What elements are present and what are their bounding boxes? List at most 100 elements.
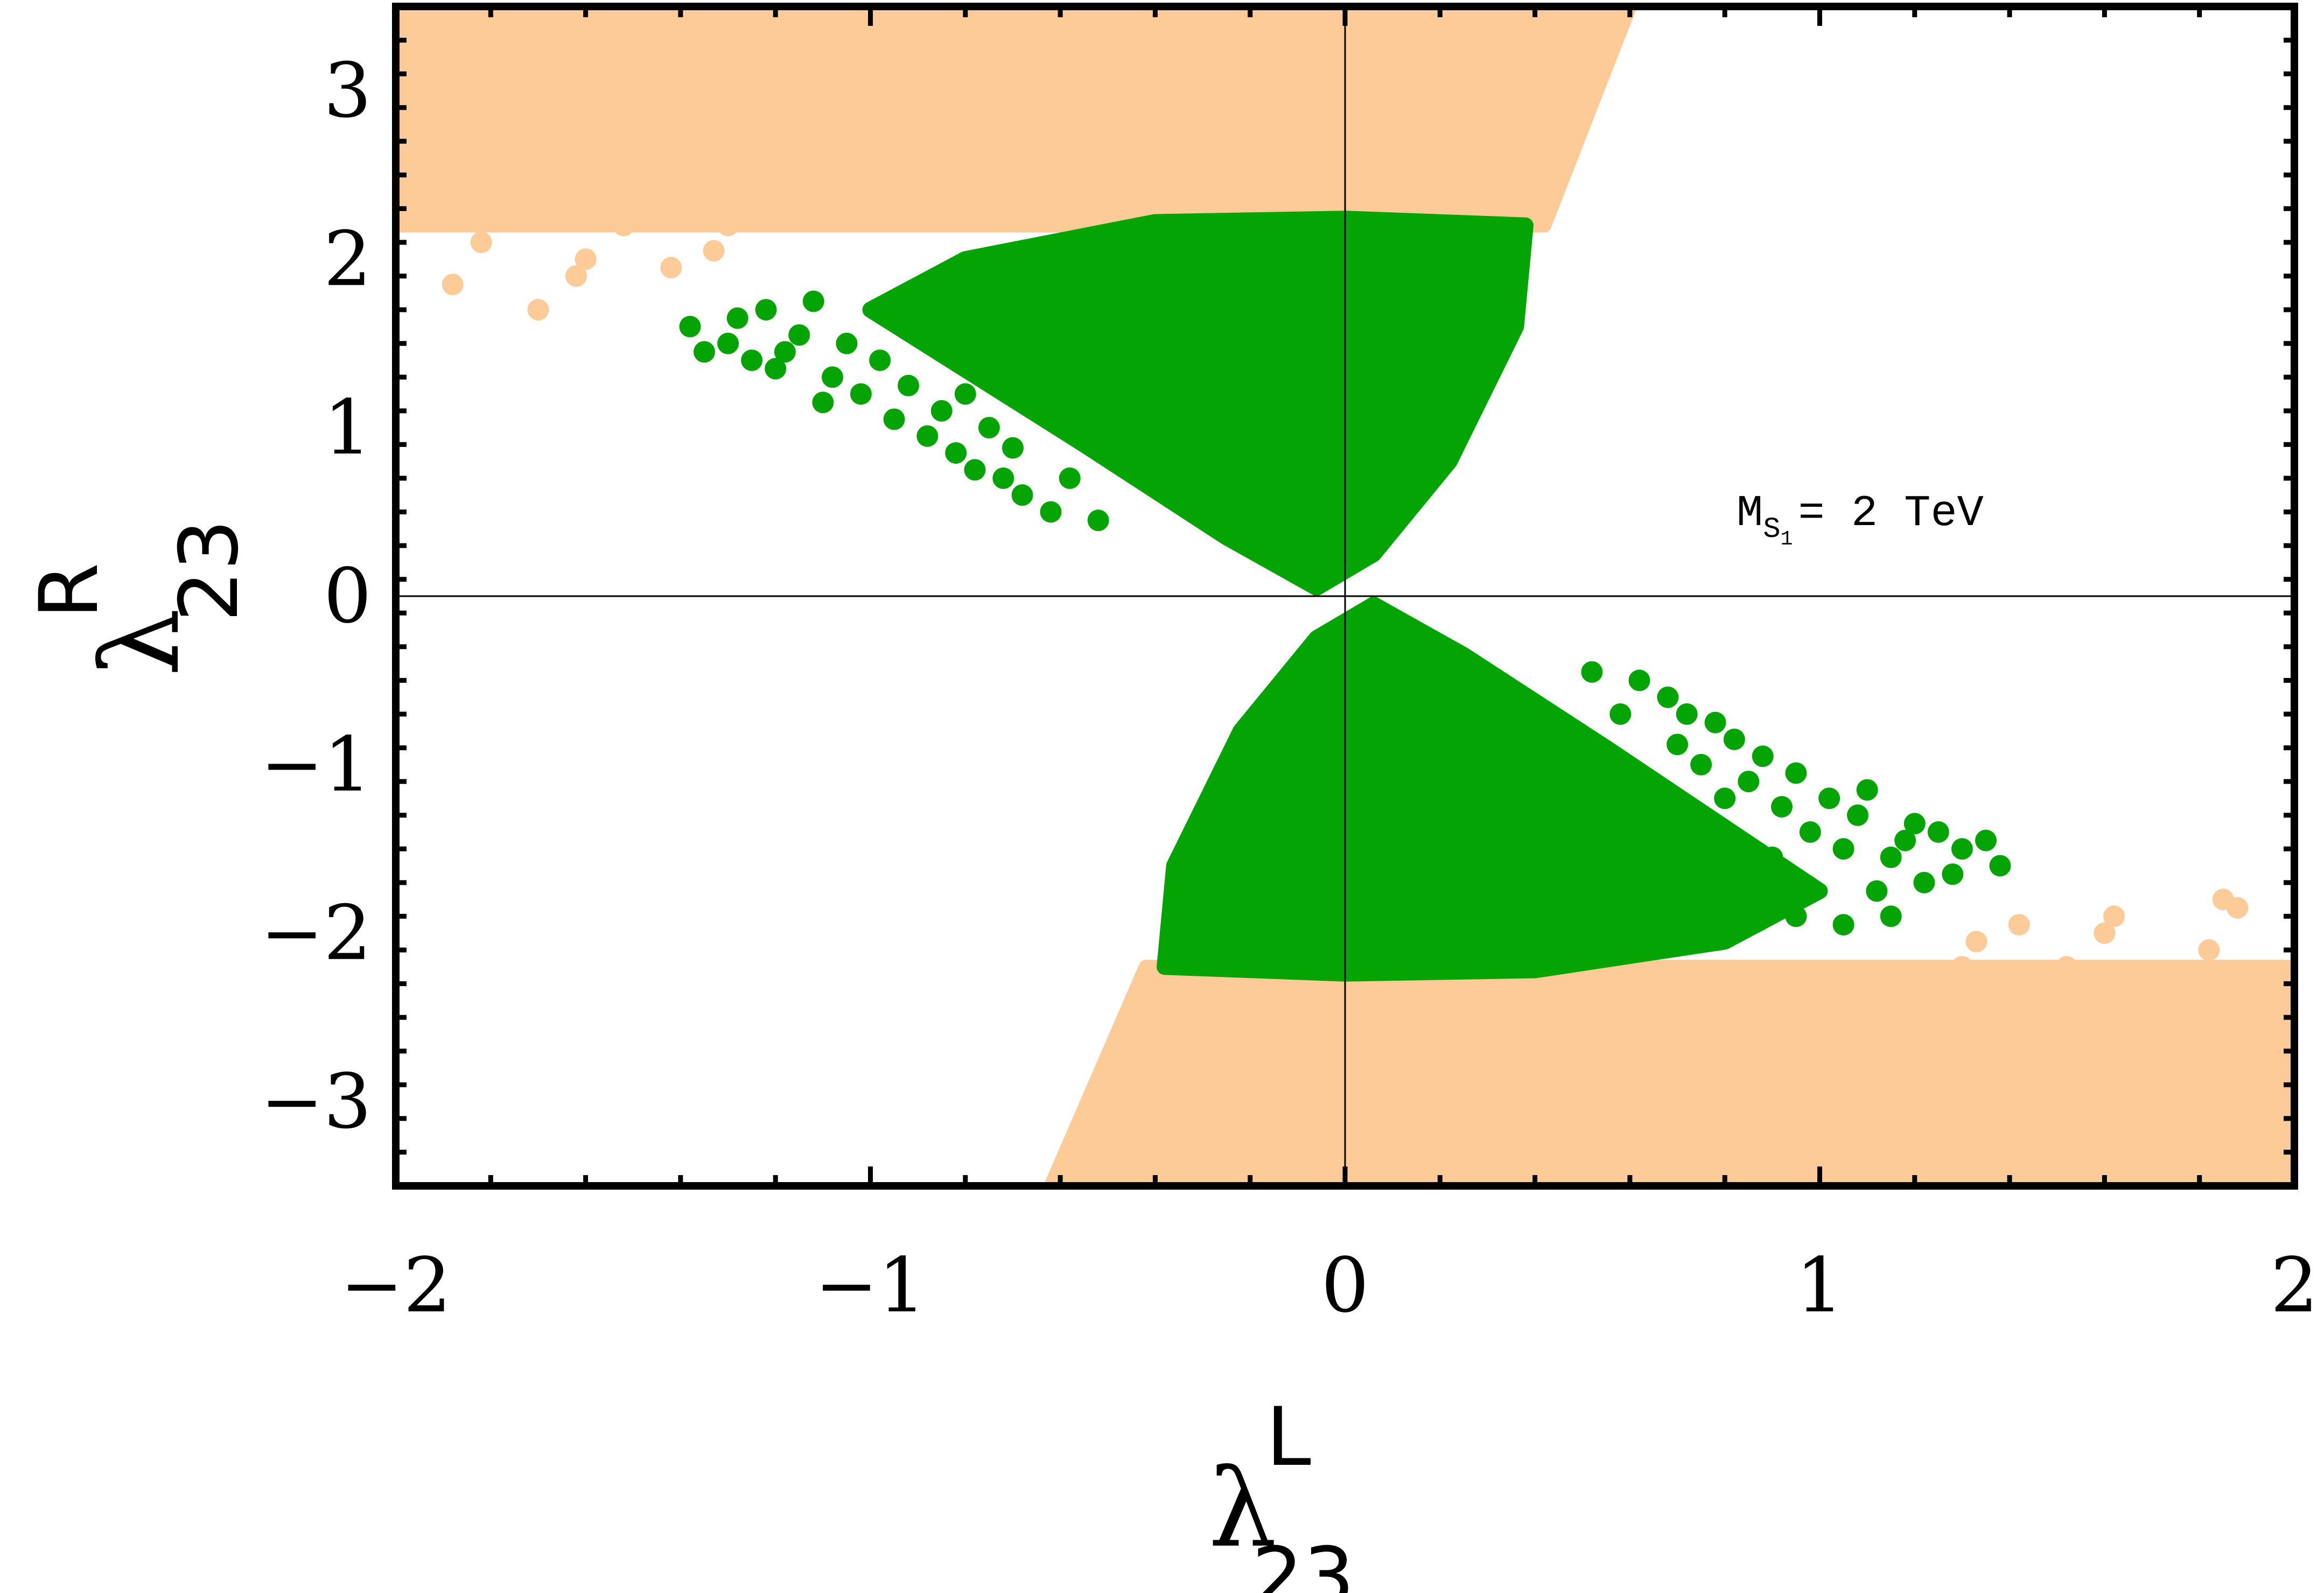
orange-point: [717, 214, 739, 236]
orange-point: [2070, 1040, 2092, 1062]
orange-point: [2274, 1158, 2294, 1180]
axis-ticks: [393, 4, 2297, 1189]
green-point: [1785, 762, 1807, 784]
green-point: [1011, 484, 1033, 506]
orange-point: [613, 214, 635, 236]
orange-point: [2094, 1158, 2116, 1180]
green-point: [755, 299, 777, 321]
orange-point: [480, 147, 502, 169]
green-point: [1989, 855, 2011, 877]
green-point: [916, 425, 939, 447]
orange-upper-band: [396, 6, 1637, 233]
y-tick-label: −3: [261, 1058, 372, 1146]
orange-point: [517, 20, 540, 43]
green-point: [1832, 914, 1854, 936]
green-point: [717, 332, 739, 354]
orange-point: [575, 248, 597, 270]
orange-point: [2188, 1023, 2210, 1045]
green-point: [1847, 804, 1869, 826]
green-point: [679, 316, 701, 338]
orange-point: [551, 88, 573, 110]
orange-point: [1965, 931, 1987, 953]
green-point: [765, 358, 787, 380]
orange-point: [2008, 914, 2030, 936]
green-point: [1723, 728, 1745, 750]
orange-point: [2103, 905, 2125, 927]
orange-point: [1975, 1141, 1997, 1163]
x-axis-label: λL 23: [1208, 1391, 1354, 1593]
green-point: [930, 400, 953, 422]
orange-point: [432, 164, 454, 186]
orange-point: [2212, 1107, 2234, 1129]
green-point: [1059, 467, 1081, 489]
y-tick-label: 2: [324, 215, 372, 303]
green-point: [726, 307, 748, 329]
x-tick-label: −2: [340, 1242, 451, 1330]
orange-point: [470, 232, 492, 253]
orange-point: [527, 299, 549, 321]
green-point: [850, 383, 872, 405]
orange-point: [622, 80, 644, 102]
orange-point: [2179, 1049, 2201, 1071]
orange-point: [2198, 939, 2220, 961]
x-axis-label-sup: L: [1266, 1391, 1311, 1484]
orange-point: [2055, 956, 2077, 978]
green-point: [978, 417, 1000, 439]
annotation-sub: S: [1763, 513, 1780, 546]
orange-point: [1951, 956, 1973, 978]
green-point: [1942, 863, 1964, 885]
green-point: [898, 374, 920, 396]
green-point: [1609, 703, 1632, 725]
plot-area: [396, 6, 2294, 1186]
orange-point: [2117, 1082, 2139, 1104]
annotation-rest: = 2 TeV: [1798, 488, 1983, 539]
x-axis-label-symbol: λ: [1208, 1446, 1277, 1571]
green-point: [1667, 733, 1689, 756]
orange-point: [1903, 989, 1926, 1011]
orange-point: [527, 181, 549, 203]
green-point: [1866, 880, 1888, 902]
orange-point: [503, 46, 526, 68]
green-point: [802, 290, 824, 312]
orange-point: [622, 20, 644, 43]
green-point: [1894, 829, 1916, 851]
orange-series: [396, 6, 2294, 1186]
x-tick-label: 1: [1796, 1242, 1844, 1330]
green-point: [1818, 787, 1840, 809]
green-point: [1657, 686, 1679, 708]
green-point: [945, 442, 967, 464]
green-point: [1002, 437, 1024, 459]
orange-point: [2094, 922, 2116, 944]
orange-point: [2165, 1124, 2187, 1147]
green-point: [992, 467, 1014, 489]
orange-point: [442, 274, 464, 296]
green-point: [774, 341, 796, 363]
green-point: [869, 350, 891, 371]
green-point: [1799, 821, 1821, 843]
y-axis-label-sup: R: [23, 563, 116, 619]
orange-point: [669, 147, 691, 169]
green-series: [679, 211, 2011, 982]
orange-point: [489, 122, 511, 144]
green-point: [1880, 846, 1902, 868]
orange-point: [423, 96, 445, 118]
y-tick-labels: −3 −2 −1 0 1 2 3: [261, 47, 372, 1145]
orange-point: [2212, 889, 2234, 911]
green-point: [1704, 711, 1726, 733]
orange-point: [693, 29, 715, 51]
green-point: [741, 350, 763, 371]
orange-point: [741, 96, 763, 118]
green-point: [883, 408, 905, 430]
orange-point: [2084, 998, 2106, 1020]
green-point: [1975, 829, 1997, 851]
green-point: [1880, 905, 1902, 927]
green-point: [1856, 779, 1878, 801]
green-point: [1676, 703, 1698, 725]
zero-lines: [396, 6, 2294, 1186]
orange-point: [2236, 1007, 2258, 1029]
orange-point: [2022, 981, 2045, 1003]
green-upper-lobe: [862, 211, 1534, 596]
orange-point: [2141, 989, 2163, 1011]
orange-point: [2245, 1074, 2267, 1096]
orange-point: [584, 172, 606, 194]
